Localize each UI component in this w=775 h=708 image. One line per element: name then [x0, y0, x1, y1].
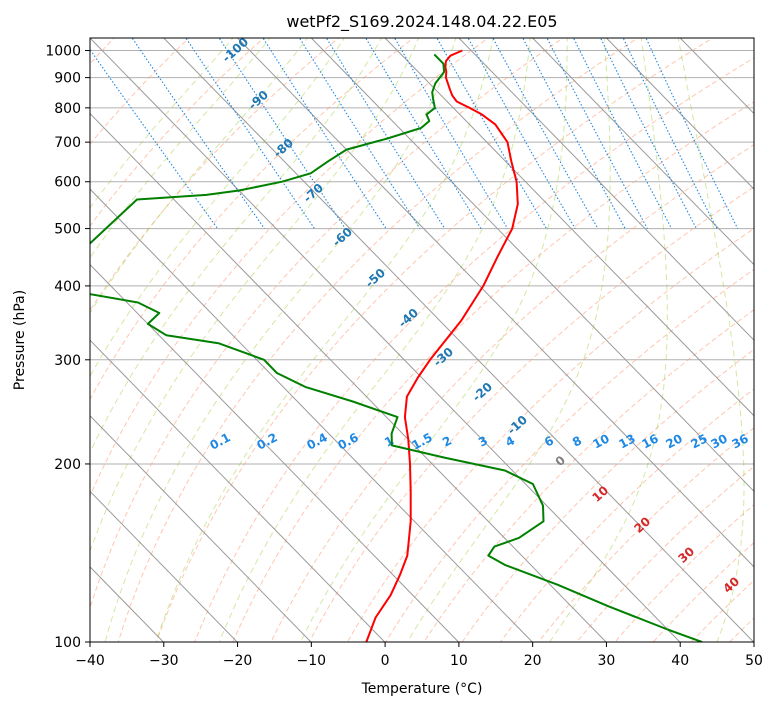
x-tick-label: 40	[671, 653, 689, 669]
mixing-ratio-line	[645, 38, 739, 229]
mixing-ratio-label: 20	[663, 431, 684, 451]
isotherm-line	[606, 38, 754, 190]
mixing-ratio-lines	[90, 38, 739, 229]
mixing-ratio-line	[572, 38, 673, 229]
dry-adiabat-line	[90, 38, 265, 227]
moist-adiabat-line	[90, 38, 420, 553]
y-tick-label: 1000	[45, 44, 81, 60]
mixing-ratio-label: 25	[688, 431, 709, 451]
y-tick-label: 200	[54, 457, 81, 473]
dry-adiabat-line	[90, 38, 415, 401]
isotherm-line	[310, 38, 754, 493]
y-tick-label: 400	[54, 279, 81, 295]
moist-adiabat-line	[548, 38, 668, 642]
dry-adiabat-line	[423, 309, 754, 642]
isotherm-line	[90, 490, 238, 642]
moist-adiabat-line	[90, 38, 271, 259]
moist-adiabat-line	[218, 38, 531, 642]
x-tick-label: 50	[745, 653, 763, 669]
isotherm-line	[237, 38, 754, 568]
mixing-ratio-line	[325, 38, 446, 229]
moist-adiabat-line	[90, 38, 345, 378]
mixing-ratio-line	[393, 38, 509, 229]
moist-adiabat-line	[90, 38, 234, 209]
plot-frame	[89, 37, 755, 643]
y-axis-ticks: 100 200 300 400 500 600 700 800 900 1000	[45, 44, 90, 651]
mixing-ratio-line	[131, 38, 265, 229]
y-axis-label: Pressure (hPa)	[12, 290, 28, 390]
isotherm-line	[384, 38, 754, 417]
isotherm-line	[163, 38, 754, 642]
moist-adiabat-line	[104, 38, 457, 642]
dry-adiabat-line	[117, 38, 639, 642]
y-tick-label: 900	[54, 71, 81, 87]
mixing-ratio-label: 36	[729, 431, 750, 451]
x-axis-ticks: −40 −30 −20 −10 0 10 20 30 40 50	[75, 642, 763, 669]
dewpoint-profile-line	[90, 53, 703, 642]
x-tick-label: 10	[450, 653, 468, 669]
temperature-profile-line	[365, 49, 519, 642]
dry-adiabat-line	[90, 38, 490, 498]
x-tick-label: −10	[297, 653, 327, 669]
moist-adiabat-line	[155, 38, 494, 642]
y-tick-label: 800	[54, 101, 81, 117]
dry-adiabat-line	[90, 38, 340, 312]
mixing-ratio-label: 16	[639, 431, 660, 451]
dry-adiabat-line	[90, 38, 190, 146]
mixing-ratio-line	[522, 38, 626, 229]
y-tick-label: 100	[54, 635, 81, 651]
x-tick-label: −40	[75, 653, 105, 669]
isotherm-line	[90, 415, 312, 642]
isotherm-line	[90, 38, 681, 642]
dry-adiabat-line	[232, 101, 754, 642]
mixing-ratio-line	[90, 48, 219, 229]
mixing-ratio-line	[599, 38, 697, 229]
x-axis-label: Temperature (°C)	[361, 681, 483, 697]
mixing-ratio-label: 10	[590, 431, 611, 451]
dry-adiabat-line	[90, 38, 564, 610]
mixing-ratio-line	[262, 38, 387, 229]
dry-adiabat-line	[346, 227, 754, 642]
mixing-ratio-line	[218, 38, 346, 229]
isotherm-line	[90, 188, 533, 642]
mixing-ratio-line	[298, 38, 421, 229]
x-tick-label: 20	[524, 653, 542, 669]
moist-adiabats	[90, 38, 745, 642]
mixing-ratio-line	[365, 38, 482, 229]
isotherm-line	[532, 38, 754, 266]
mixing-ratio-line	[622, 38, 718, 229]
y-tick-label: 700	[54, 135, 81, 151]
isotherm-line	[90, 263, 459, 642]
y-tick-label: 300	[54, 353, 81, 369]
isotherm-line	[90, 339, 386, 642]
profile-series	[90, 49, 703, 642]
dry-adiabat-line	[308, 186, 754, 642]
moist-adiabat-line	[90, 38, 382, 454]
y-tick-label: 600	[54, 175, 81, 191]
x-tick-label: −30	[149, 653, 179, 669]
y-tick-label: 500	[54, 222, 81, 238]
dry-adiabats	[90, 38, 754, 642]
moist-adiabat-line	[406, 38, 611, 642]
mixing-ratio-line	[185, 38, 315, 229]
x-tick-label: 30	[598, 653, 616, 669]
chart-title: wetPf2_S169.2024.148.04.22.E05	[286, 12, 557, 32]
pressure-grid	[90, 50, 754, 642]
moist-adiabat-line	[299, 38, 568, 642]
dry-adiabat-line	[270, 144, 754, 642]
dry-adiabat-line	[194, 57, 754, 642]
x-tick-label: −20	[223, 653, 253, 669]
mixing-ratio-label: 13	[616, 431, 637, 451]
mixing-ratio-label: 30	[708, 431, 729, 451]
dry-adiabat-line	[461, 348, 754, 642]
x-tick-label: 0	[381, 653, 390, 669]
mixing-ratio-line	[546, 38, 648, 229]
mixing-ratio-line	[436, 38, 547, 229]
